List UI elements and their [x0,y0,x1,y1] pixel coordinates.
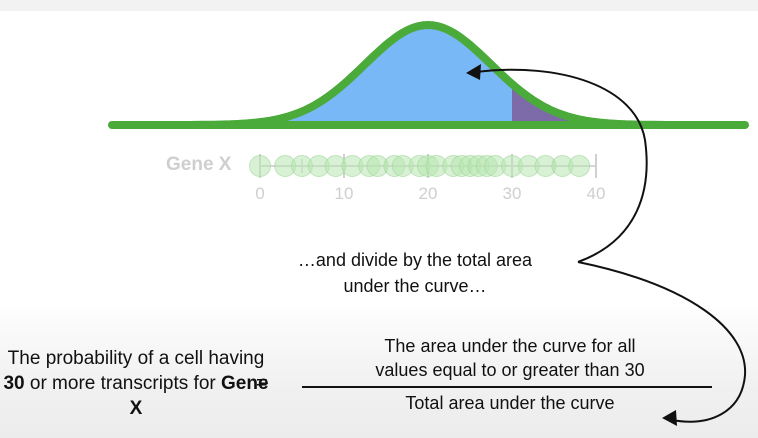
arrow-to-curve [475,68,648,263]
arrowhead-curve-icon [466,64,481,80]
axis-tick-label: 10 [334,184,354,203]
lhs-bold-gene: Gene X [129,373,269,419]
equals-sign: = [256,372,268,394]
numerator-line-2: values equal to or greater than 30 [375,360,645,380]
arrow-to-denominator [577,261,747,423]
tail-fill-area [512,83,664,125]
data-points [249,155,591,177]
arrowhead-denominator-icon [662,410,677,426]
numerator: The area under the curve for all values … [300,334,720,382]
curve-fill-area [192,25,513,125]
lhs-text-2: or more transcripts for [24,373,221,394]
data-point [249,155,271,177]
lhs-text-1: The probability of a cell having [7,348,265,369]
axis-tick-label: 20 [418,184,438,203]
bottom-shade [0,300,758,438]
top-bar [0,0,758,11]
axis-tick-label: 30 [502,184,522,203]
gene-label: Gene X [166,154,232,175]
lhs-bold-threshold: 30 [3,373,25,394]
caption-line-1: …and divide by the total area [297,250,533,270]
data-point [568,155,591,177]
denominator: Total area under the curve [405,393,615,413]
fraction-bar [302,386,712,388]
numerator-line-1: The area under the curve for all [384,336,636,356]
probability-statement: The probability of a cell having 30 or m… [0,346,272,421]
caption: …and divide by the total area under the … [250,247,580,299]
caption-line-2: under the curve… [343,276,487,296]
axis-tick-label: 0 [255,184,265,203]
axis-tick-label: 40 [586,184,606,203]
distribution-curve [188,21,668,129]
